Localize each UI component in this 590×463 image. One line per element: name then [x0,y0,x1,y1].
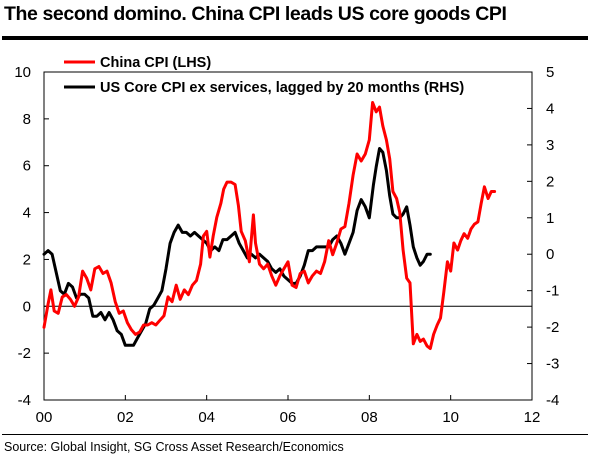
legend-label-china-cpi: China CPI (LHS) [100,55,211,71]
legend-label-us-core-cpi: US Core CPI ex services, lagged by 20 mo… [100,80,464,96]
footer-rule [2,434,588,435]
x-tick-label: 04 [198,409,215,426]
right-y-tick-label: -1 [546,283,559,300]
right-y-tick-label: 1 [546,210,554,227]
us-core-cpi-line [42,147,432,347]
right-y-tick-label: 2 [546,173,554,190]
left-y-tick-label: 8 [23,111,31,128]
left-y-tick-label: -4 [18,392,31,409]
source-note: Source: Global Insight, SG Cross Asset R… [4,440,344,454]
left-y-tick-label: 2 [23,251,31,268]
right-y-tick-label: -3 [546,356,559,373]
left-y-tick-label: -2 [18,345,31,362]
left-y-tick-label: 0 [23,298,31,315]
chart-title: The second domino. China CPI leads US co… [4,3,507,25]
x-tick-label: 06 [280,409,297,426]
right-y-axis: -4 -3 -2 -1 0 1 2 3 4 5 [527,64,559,409]
x-tick-label: 08 [361,409,378,426]
right-y-tick-label: 0 [546,246,554,263]
left-y-tick-label: 4 [23,205,31,222]
x-tick-label: 10 [442,409,459,426]
series-layer [42,101,497,350]
title-rule [2,36,588,40]
right-y-tick-label: 3 [546,137,554,154]
plot-area-frame [43,71,533,401]
right-y-tick-label: 5 [546,64,554,81]
left-y-axis: -4 -2 0 2 4 6 8 10 [14,64,49,409]
x-tick-label: 00 [36,409,53,426]
left-y-tick-label: 10 [14,64,31,81]
right-y-tick-label: -2 [546,319,559,336]
right-y-tick-label: 4 [546,100,554,117]
legend: China CPI (LHS) US Core CPI ex services,… [64,55,464,96]
china-cpi-line [42,101,497,350]
left-y-tick-label: 6 [23,158,31,175]
right-y-tick-label: -4 [546,392,559,409]
x-tick-label: 02 [117,409,134,426]
x-axis: 00 02 04 06 08 10 12 [36,395,541,426]
x-tick-label: 12 [524,409,541,426]
